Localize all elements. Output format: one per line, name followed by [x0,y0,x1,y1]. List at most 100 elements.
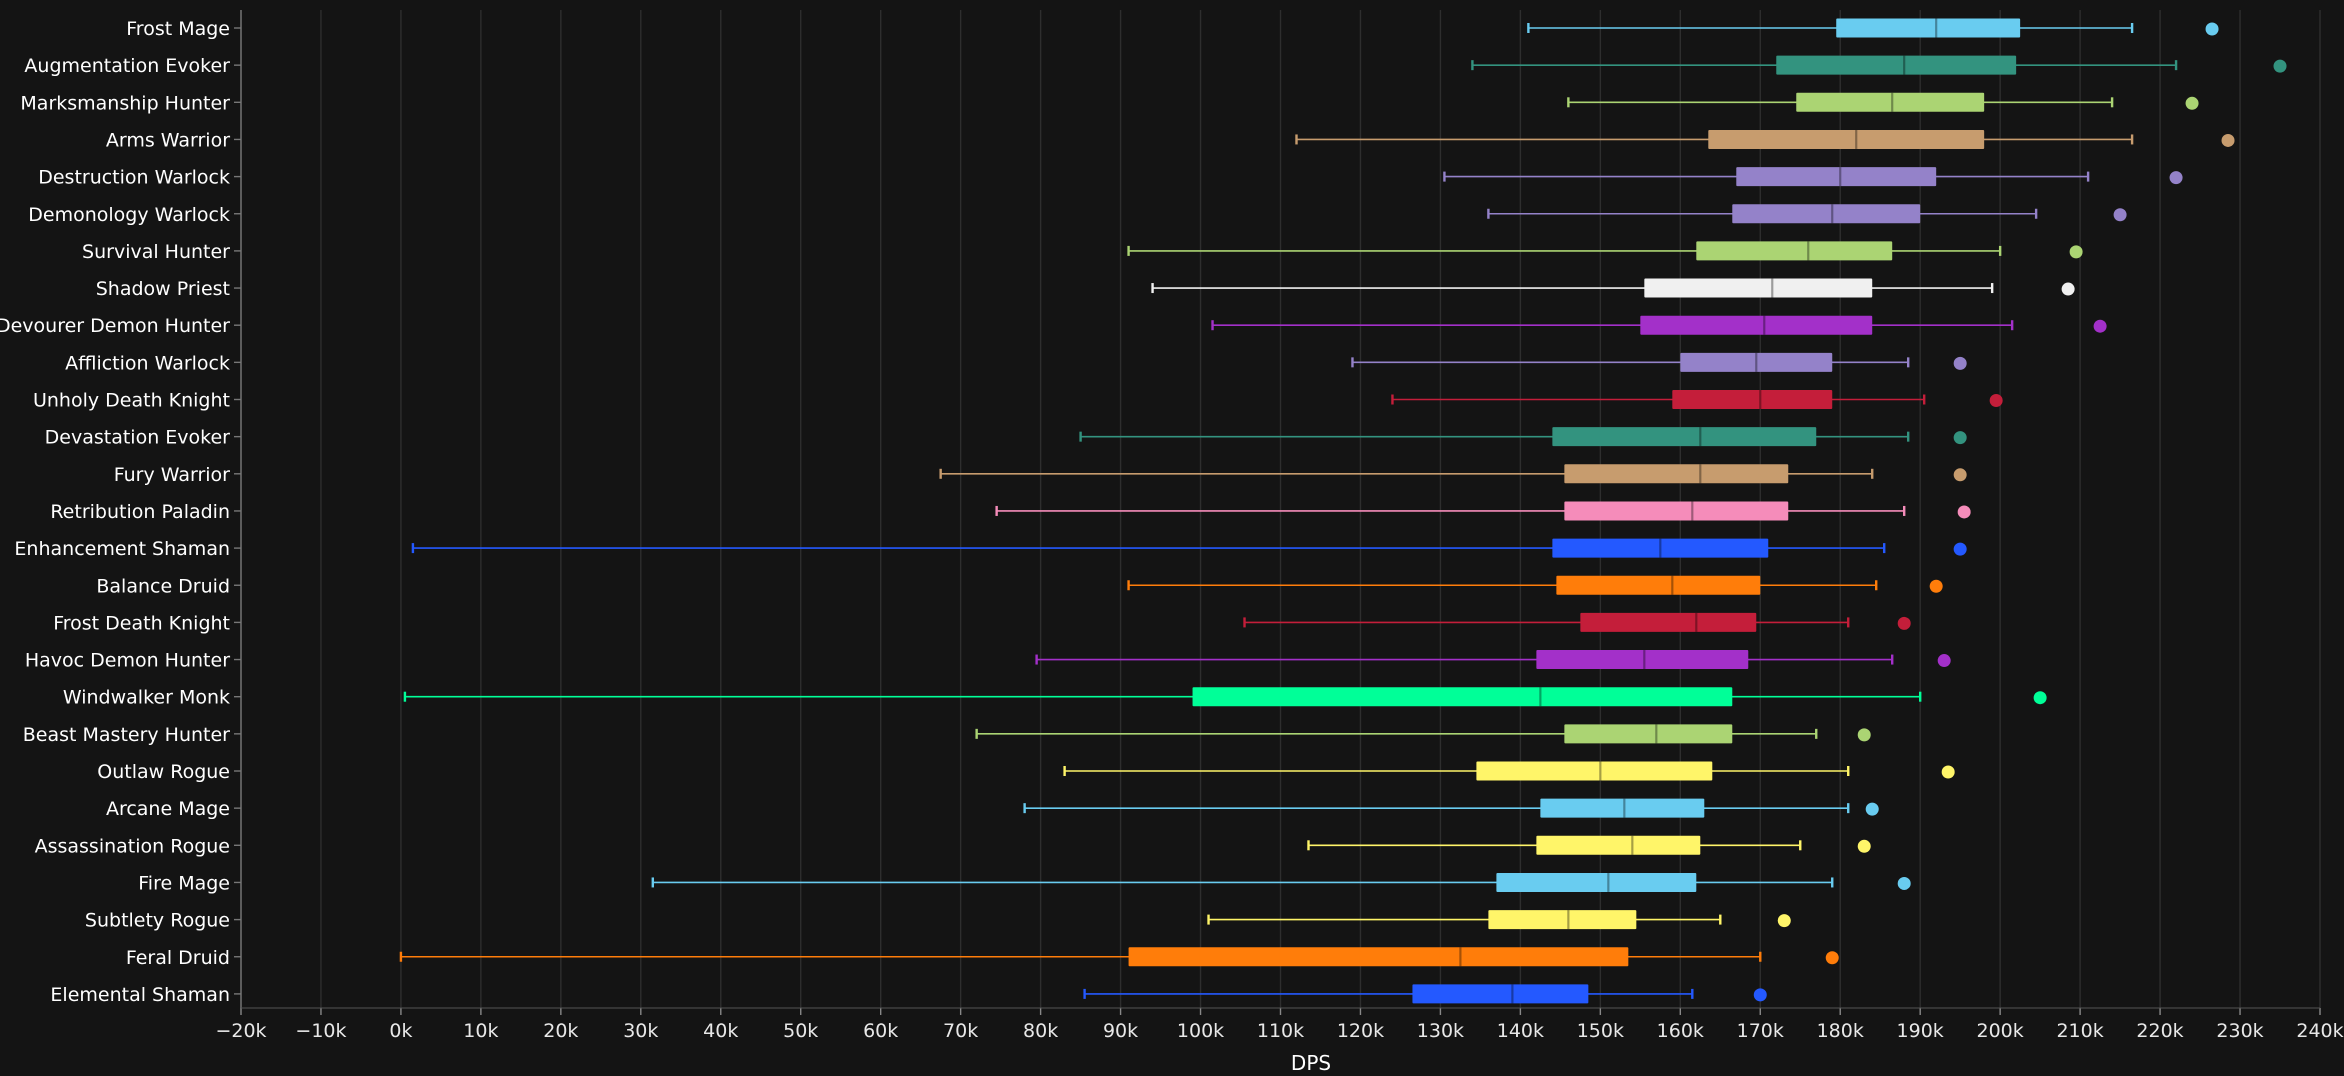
category-label: Subtlety Rogue [85,910,230,932]
box-row [995,501,1971,521]
category-label: Affliction Warlock [65,352,230,374]
outlier-point [2113,208,2127,222]
category-label: Feral Druid [126,947,230,969]
outlier-point [1953,356,1967,370]
outlier-point [1777,914,1791,928]
box-row [651,872,1911,892]
category-label: Outlaw Rogue [97,761,230,783]
x-tick-label: 70k [943,1020,978,1042]
outlier-point [1937,654,1951,668]
box-row [1207,910,1791,930]
box-row [399,947,1839,967]
outlier-point [2273,59,2287,73]
x-tick-label: 150k [1577,1020,1624,1042]
outlier-point [2033,691,2047,705]
iqr-box [1708,129,1985,149]
x-tick-label: 0k [389,1020,412,1042]
outlier-point [1857,839,1871,853]
box-row [1243,612,1911,632]
box-row [1035,650,1951,670]
category-label: Fury Warrior [114,464,230,486]
x-tick-label: 220k [2136,1020,2183,1042]
outlier-point [1753,988,1767,1002]
box-row [1079,427,1967,447]
iqr-box [1488,910,1637,930]
category-label: Frost Mage [126,18,230,40]
iqr-box [1496,872,1697,892]
box-row [1023,798,1879,818]
category-label: Destruction Warlock [38,167,230,189]
outlier-point [2061,282,2075,296]
box-row [939,464,1967,484]
iqr-box [1564,501,1789,521]
category-label: Frost Death Knight [53,612,230,634]
box-row [975,724,1871,744]
category-label: Unholy Death Knight [33,390,230,412]
outlier-point [1953,542,1967,556]
outlier-point [1857,728,1871,742]
x-tick-label: 100k [1177,1020,1224,1042]
category-label: Demonology Warlock [28,204,230,226]
category-label: Marksmanship Hunter [20,92,230,114]
category-label: Fire Mage [138,872,230,894]
iqr-box [1796,92,1985,112]
x-tick-label: −20k [215,1020,266,1042]
x-axis: −20k −10k 0k 10k 20k 30k 40k 50k 60k 70k 80k 90k 100… [215,10,2344,1042]
category-label: Assassination Rogue [35,835,230,857]
box-row [1471,55,2287,75]
iqr-box [1836,18,2021,38]
x-tick-label: 130k [1417,1020,1464,1042]
x-tick-label: 180k [1817,1020,1864,1042]
x-axis-title: DPS [1291,1051,1331,1075]
x-tick-label: 190k [1897,1020,1944,1042]
x-tick-label: 230k [2216,1020,2263,1042]
outlier-point [1953,468,1967,482]
x-tick-label: −10k [295,1020,346,1042]
category-label: Balance Druid [96,575,230,597]
box-row [1127,241,2083,261]
iqr-box [1640,315,1873,335]
box-row [1211,315,2107,335]
iqr-box [1540,798,1705,818]
x-tick-label: 50k [783,1020,818,1042]
box-row [411,538,1967,558]
outlier-point [1897,616,1911,630]
x-tick-label: 110k [1257,1020,1304,1042]
category-label: Elemental Shaman [50,984,230,1006]
outlier-point [1941,765,1955,779]
x-tick-label: 210k [2056,1020,2103,1042]
iqr-box [1536,835,1701,855]
box-row [1443,167,2183,187]
category-label: Retribution Paladin [50,501,230,523]
box-row [1567,92,2199,112]
iqr-box [1412,984,1589,1004]
box-row [403,687,2047,707]
box-series [399,18,2287,1004]
iqr-box [1564,724,1733,744]
outlier-point [1989,394,2003,407]
category-label: Shadow Priest [96,278,230,300]
x-tick-label: 20k [543,1020,578,1042]
box-row [1527,18,2219,38]
outlier-point [1929,579,1943,593]
outlier-point [2185,96,2199,110]
category-label: Enhancement Shaman [14,538,230,560]
outlier-point [1957,505,1971,519]
iqr-box [1696,241,1893,261]
outlier-point [2169,171,2183,185]
iqr-box [1536,650,1749,670]
category-label: Arms Warrior [106,129,230,151]
x-tick-label: 170k [1737,1020,1784,1042]
x-tick-label: 240k [2296,1020,2343,1042]
x-tick-label: 40k [703,1020,738,1042]
x-tick-label: 60k [863,1020,898,1042]
category-labels: Frost Mage Augmentation Evoker Marksmanshi… [0,18,241,1006]
category-label: Beast Mastery Hunter [23,724,230,746]
category-label: Survival Hunter [82,241,230,263]
category-label: Augmentation Evoker [24,55,230,77]
iqr-box [1192,687,1733,707]
iqr-box [1732,204,1921,224]
iqr-box [1552,427,1817,447]
x-tick-label: 200k [1977,1020,2024,1042]
